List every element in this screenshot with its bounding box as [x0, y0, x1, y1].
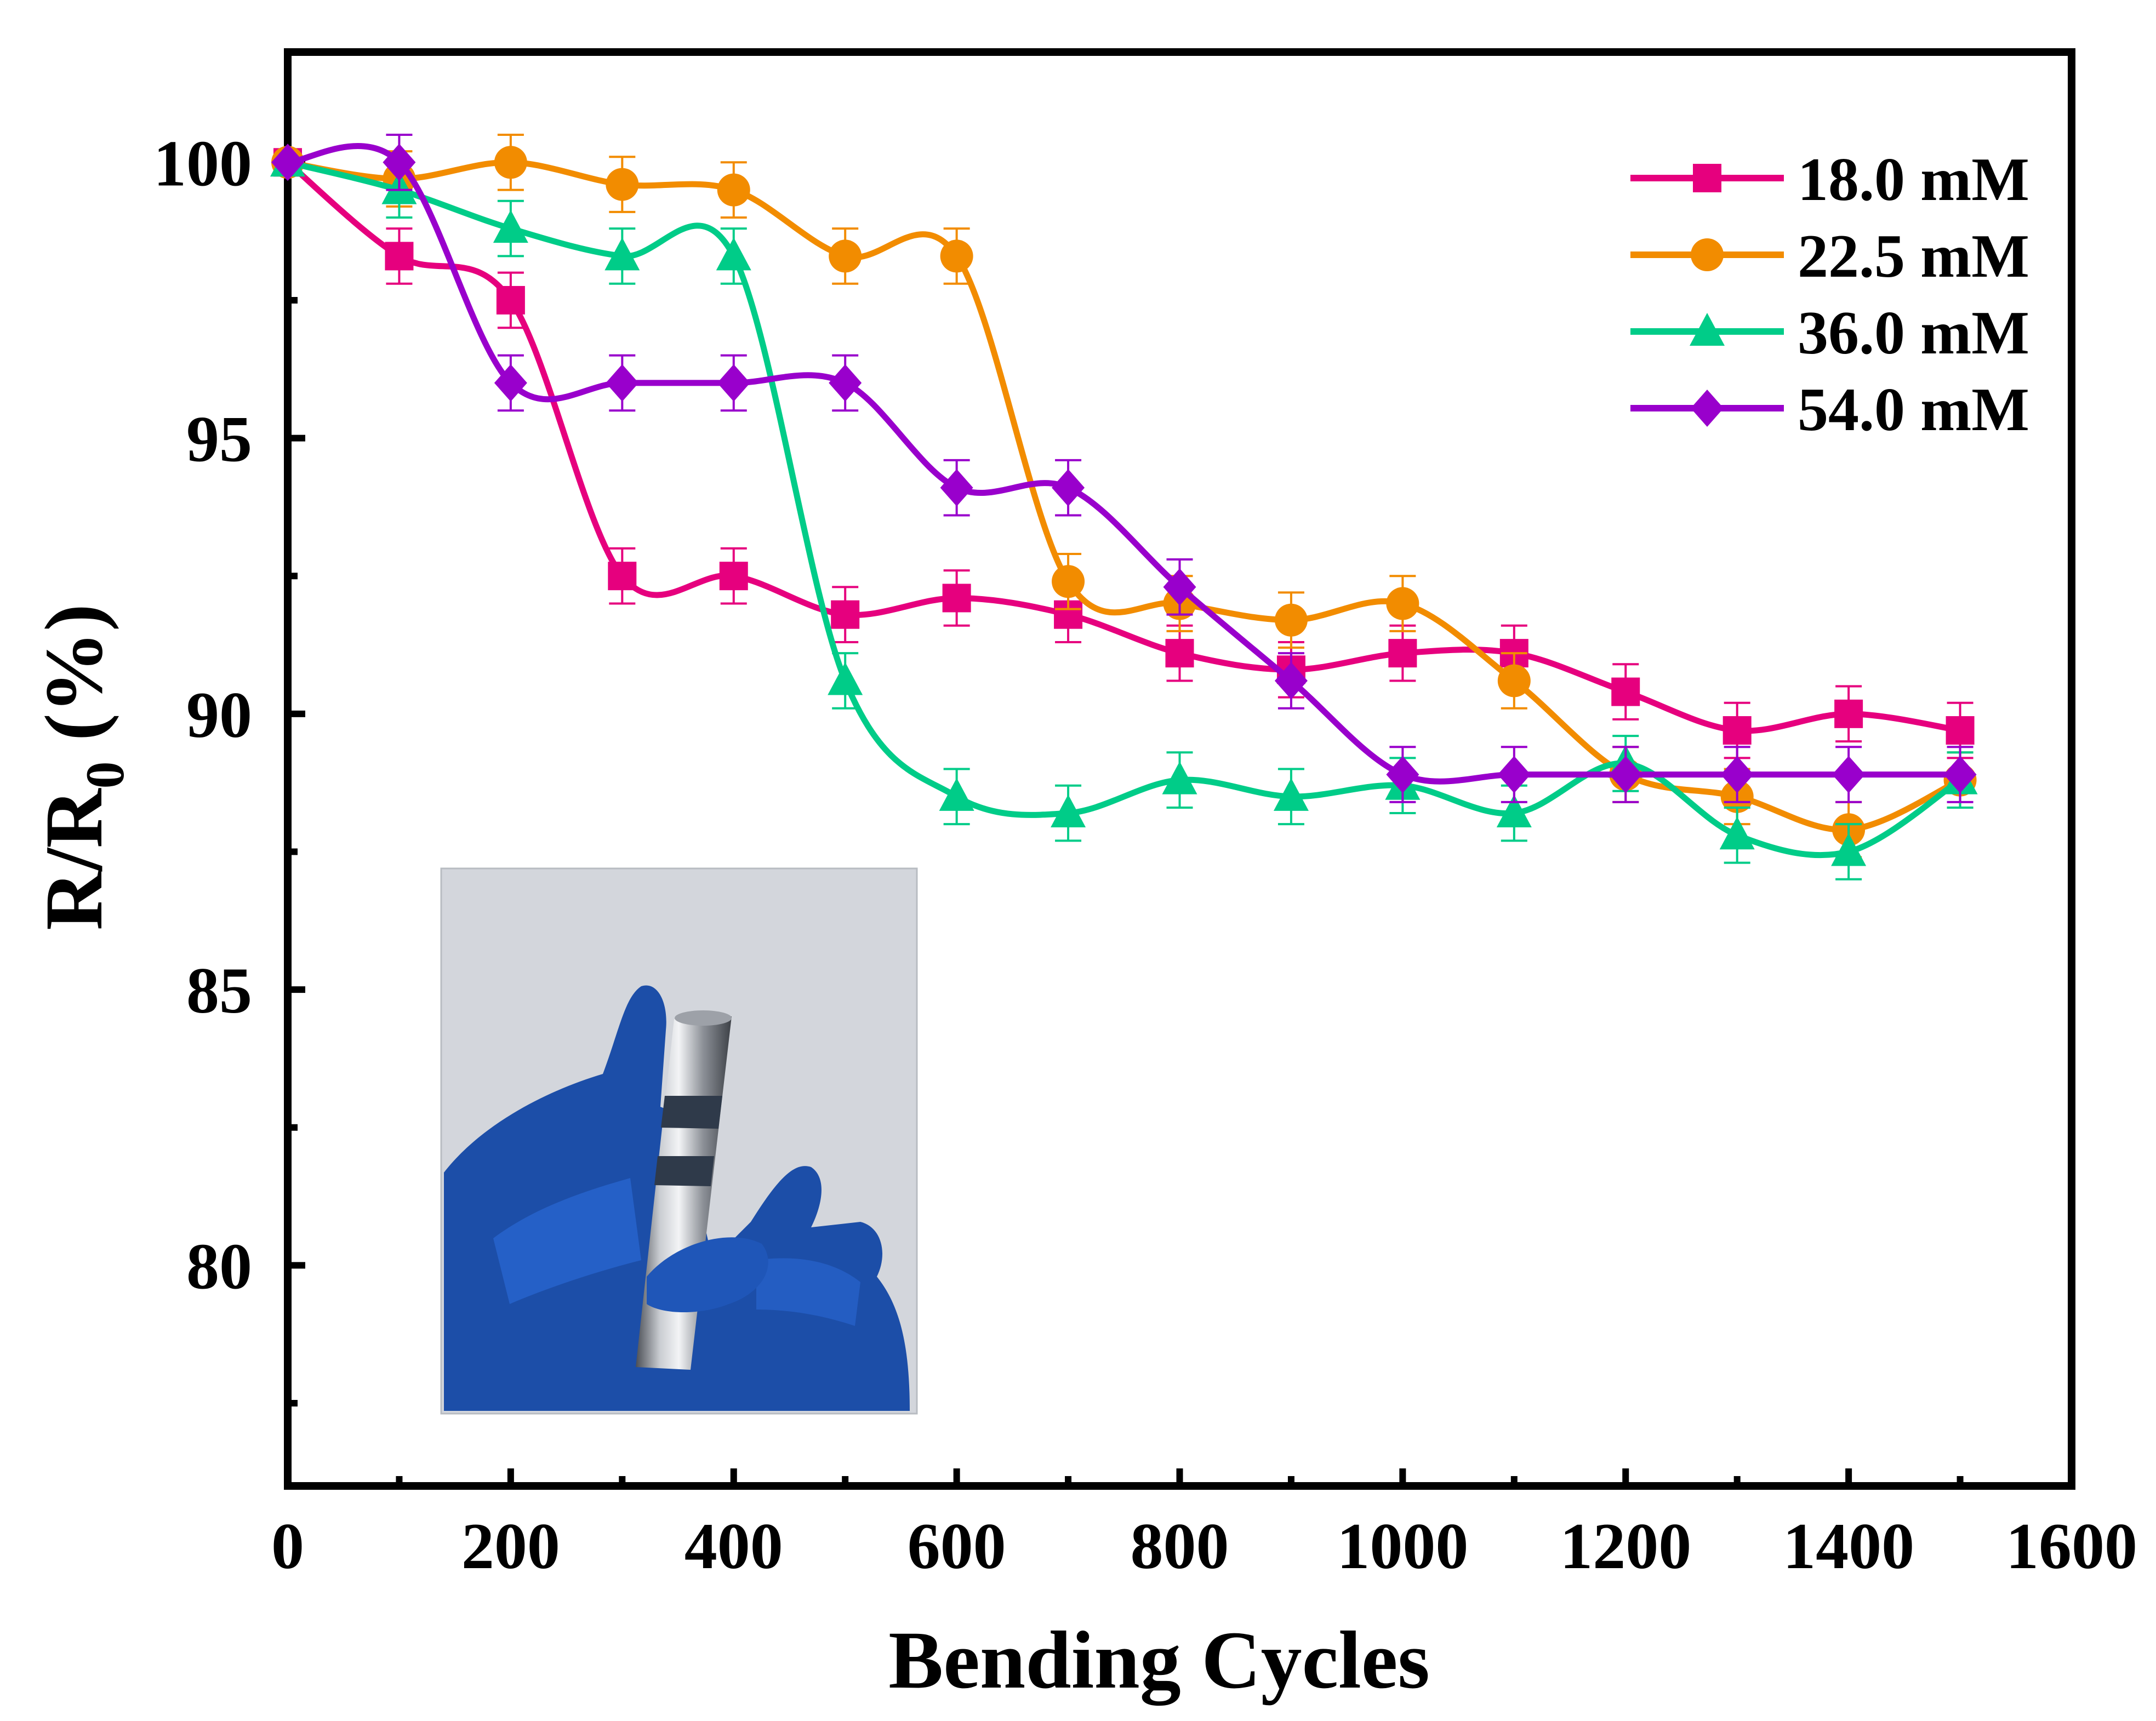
x-tick-label: 600	[908, 1510, 1006, 1582]
x-tick-label: 800	[1131, 1510, 1229, 1582]
legend-marker	[1691, 238, 1724, 271]
data-point	[1386, 756, 1419, 793]
x-tick-label: 0	[271, 1510, 304, 1582]
x-tick-label: 200	[461, 1510, 560, 1582]
data-point	[1388, 639, 1417, 668]
data-point	[1273, 777, 1309, 811]
data-point	[1832, 756, 1866, 793]
data-point	[717, 364, 750, 402]
data-point	[716, 237, 751, 271]
legend-label: 22.5 mM	[1798, 222, 2029, 290]
data-point	[1834, 699, 1863, 728]
data-point	[1719, 816, 1755, 850]
y-tick-label: 80	[186, 1230, 252, 1302]
data-point	[1386, 587, 1419, 620]
data-point	[939, 777, 974, 811]
data-point	[1274, 603, 1308, 637]
data-point	[1943, 756, 1977, 793]
data-point	[1274, 662, 1308, 700]
data-point	[608, 562, 637, 591]
data-point	[1165, 639, 1194, 668]
data-point	[1051, 794, 1086, 828]
data-point	[496, 285, 525, 315]
x-tick-label: 1400	[1783, 1510, 1914, 1582]
legend-marker	[1693, 164, 1721, 192]
data-point	[383, 144, 416, 181]
x-tick-label: 400	[685, 1510, 783, 1582]
data-point	[494, 146, 527, 179]
data-point	[1611, 677, 1640, 706]
x-axis-title: Bending Cycles	[888, 1615, 1430, 1706]
legend: 18.0 mM 22.5 mM 36.0 mM 54.0 mM	[1630, 146, 2029, 444]
data-point	[828, 662, 863, 695]
y-axis-title-sub: 0	[75, 762, 135, 789]
data-point	[271, 144, 304, 181]
data-point	[831, 600, 860, 629]
y-axis-title-main: R/R	[28, 788, 119, 930]
data-point	[1497, 756, 1531, 793]
x-tick-label: 1000	[1337, 1510, 1468, 1582]
y-tick-label: 100	[153, 127, 252, 199]
data-point	[717, 173, 750, 207]
y-tick-label: 95	[186, 403, 252, 476]
y-axis-title: R/R0 (%)	[28, 604, 135, 930]
data-point	[494, 364, 527, 402]
data-point	[1052, 565, 1085, 598]
data-point	[493, 210, 528, 243]
data-point	[1831, 833, 1867, 866]
series-line	[287, 159, 1961, 833]
series-54-0-mM	[271, 133, 1977, 803]
y-tick-label: 90	[186, 678, 252, 751]
data-point	[606, 364, 639, 402]
data-point	[829, 239, 862, 273]
x-tick-label: 1200	[1560, 1510, 1691, 1582]
legend-label: 18.0 mM	[1798, 146, 2029, 214]
data-point	[1052, 469, 1085, 507]
data-point	[829, 364, 862, 402]
series-18-0-mM	[273, 148, 1975, 759]
data-point	[942, 584, 971, 613]
inset-photo	[440, 867, 918, 1415]
data-point	[385, 242, 414, 271]
data-point	[1720, 756, 1754, 793]
y-axis-title-unit: (%)	[28, 604, 119, 761]
legend-marker	[1691, 390, 1724, 427]
data-point	[719, 562, 748, 591]
legend-label: 36.0 mM	[1798, 299, 2029, 367]
series-36-0-mM	[270, 144, 1978, 880]
data-point	[1162, 761, 1197, 794]
axes: 0 200 400 600 800 1000 1200 1400 1600 80 85 90 95 100	[153, 48, 2137, 1582]
series-line	[287, 143, 1960, 785]
data-point	[1609, 756, 1642, 793]
series-layer	[270, 133, 1978, 880]
legend-marker	[1690, 313, 1725, 346]
data-point	[1497, 664, 1531, 697]
data-point	[606, 168, 639, 201]
data-point	[1722, 716, 1752, 745]
data-point	[1163, 568, 1196, 606]
x-tick-label: 1600	[2006, 1510, 2137, 1582]
series-22-5-mM	[271, 133, 1977, 859]
data-point	[940, 469, 973, 507]
data-point	[1946, 716, 1975, 745]
y-tick-label: 85	[186, 954, 252, 1027]
data-point	[1496, 794, 1532, 828]
data-point	[604, 237, 640, 271]
data-point	[940, 239, 973, 273]
legend-label: 54.0 mM	[1798, 376, 2029, 444]
